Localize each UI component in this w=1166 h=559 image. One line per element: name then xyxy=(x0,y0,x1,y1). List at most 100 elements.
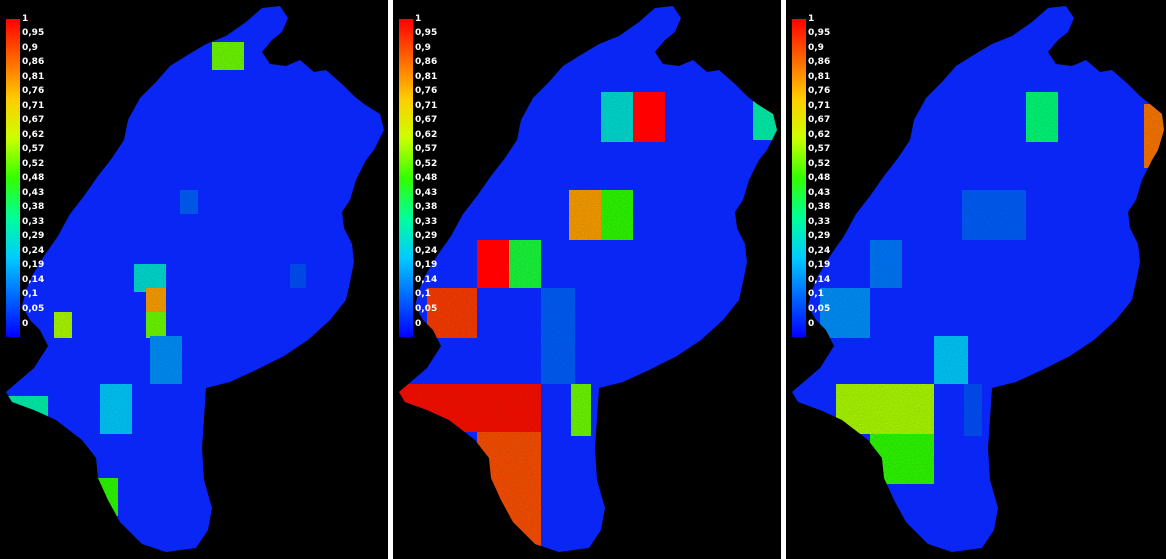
map-panel-3: 1 0,95 0,9 0,86 0,81 0,76 0,71 0,67 0,62… xyxy=(786,0,1166,559)
legend-label: 0,52 xyxy=(415,159,438,169)
legend-label: 0,52 xyxy=(22,159,45,169)
grid-cell xyxy=(399,384,541,432)
color-scale-bar xyxy=(792,19,806,337)
legend-label: 0,19 xyxy=(22,260,45,270)
legend-label: 0,76 xyxy=(22,86,45,96)
grid-cell xyxy=(290,264,306,288)
legend-label: 0,67 xyxy=(22,115,45,125)
legend-label: 0,14 xyxy=(22,275,45,285)
grid-cell xyxy=(134,264,166,292)
legend-label: 0 xyxy=(808,319,815,329)
legend-label: 1 xyxy=(808,14,815,24)
legend-label: 0,86 xyxy=(808,57,831,67)
legend-label: 0,38 xyxy=(415,202,438,212)
legend-label: 0,43 xyxy=(415,188,438,198)
grid-cell xyxy=(150,336,182,384)
grid-cell xyxy=(180,190,198,214)
grid-cell xyxy=(509,240,541,288)
grid-cell xyxy=(964,384,982,436)
grid-cells xyxy=(820,92,1164,484)
legend-label: 0,62 xyxy=(415,130,438,140)
legend-label: 0,57 xyxy=(415,144,438,154)
map-panel-1: 1 0,95 0,9 0,86 0,81 0,76 0,71 0,67 0,62… xyxy=(0,0,388,559)
legend-label: 0,81 xyxy=(415,72,438,82)
legend-label: 1 xyxy=(415,14,422,24)
legend-label: 0,33 xyxy=(415,217,438,227)
legend-label: 0,14 xyxy=(808,275,831,285)
legend-label: 0,81 xyxy=(808,72,831,82)
grid-cell xyxy=(836,384,934,434)
grid-cell xyxy=(1026,92,1058,142)
grid-cell xyxy=(100,384,132,434)
legend-label: 0,86 xyxy=(22,57,45,67)
legend-label: 0,81 xyxy=(22,72,45,82)
grid-cell xyxy=(870,434,934,484)
legend-label: 0 xyxy=(415,319,422,329)
legend-label: 0,38 xyxy=(808,202,831,212)
legend-label: 0,67 xyxy=(808,115,831,125)
legend-1: 1 0,95 0,9 0,86 0,81 0,76 0,71 0,67 0,62… xyxy=(6,14,66,339)
legend-label: 0,71 xyxy=(808,101,831,111)
grid-cell xyxy=(146,288,166,314)
legend-label: 0,1 xyxy=(808,289,824,299)
legend-label: 0,95 xyxy=(22,28,45,38)
grid-cell xyxy=(146,312,166,338)
grid-cell xyxy=(870,240,902,288)
legend-label: 0,1 xyxy=(22,289,38,299)
grid-cell xyxy=(753,100,777,140)
legend-label: 0,48 xyxy=(22,173,45,183)
legend-label: 0,38 xyxy=(22,202,45,212)
grid-cell xyxy=(54,312,72,338)
grid-cell xyxy=(427,288,477,338)
legend-label: 0,19 xyxy=(415,260,438,270)
legend-label: 0,57 xyxy=(22,144,45,154)
grid-cell xyxy=(962,190,1026,240)
legend-label: 0,43 xyxy=(22,188,45,198)
grid-cell xyxy=(601,190,633,240)
legend-label: 0,05 xyxy=(415,304,438,314)
grid-cell xyxy=(477,432,541,552)
grid-cell xyxy=(601,92,633,142)
legend-label: 0,9 xyxy=(22,43,38,53)
grid-cell xyxy=(934,336,968,384)
legend-label: 0,76 xyxy=(808,86,831,96)
legend-2: 1 0,95 0,9 0,86 0,81 0,76 0,71 0,67 0,62… xyxy=(399,14,459,339)
legend-label: 0,05 xyxy=(808,304,831,314)
legend-label: 0 xyxy=(22,319,29,329)
legend-label: 0,71 xyxy=(415,101,438,111)
map-panel-2: 1 0,95 0,9 0,86 0,81 0,76 0,71 0,67 0,62… xyxy=(393,0,781,559)
grid-cell xyxy=(477,240,509,288)
color-scale-bar xyxy=(6,19,20,337)
legend-label: 0,29 xyxy=(808,231,831,241)
grid-cell xyxy=(541,288,575,384)
legend-label: 1 xyxy=(22,14,29,24)
grid-cell xyxy=(212,42,244,70)
legend-label: 0,29 xyxy=(22,231,45,241)
grid-cell xyxy=(96,478,118,516)
grid-cell xyxy=(633,92,665,142)
map-svg-2 xyxy=(399,6,777,552)
legend-label: 0,48 xyxy=(808,173,831,183)
legend-label: 0,95 xyxy=(415,28,438,38)
grid-cell xyxy=(820,288,870,338)
legend-label: 0,48 xyxy=(415,173,438,183)
legend-label: 0,33 xyxy=(808,217,831,227)
legend-label: 0,29 xyxy=(415,231,438,241)
grid-cells xyxy=(8,42,306,516)
legend-label: 0,1 xyxy=(415,289,431,299)
legend-label: 0,24 xyxy=(22,246,45,256)
legend-label: 0,52 xyxy=(808,159,831,169)
legend-label: 0,9 xyxy=(808,43,824,53)
legend-label: 0,86 xyxy=(415,57,438,67)
legend-label: 0,24 xyxy=(808,246,831,256)
map-svg-1 xyxy=(6,6,384,552)
legend-label: 0,62 xyxy=(22,130,45,140)
legend-label: 0,19 xyxy=(808,260,831,270)
color-scale-bar xyxy=(399,19,413,337)
legend-label: 0,33 xyxy=(22,217,45,227)
legend-label: 0,71 xyxy=(22,101,45,111)
legend-label: 0,76 xyxy=(415,86,438,96)
legend-label: 0,9 xyxy=(415,43,431,53)
grid-cell xyxy=(1144,104,1164,168)
